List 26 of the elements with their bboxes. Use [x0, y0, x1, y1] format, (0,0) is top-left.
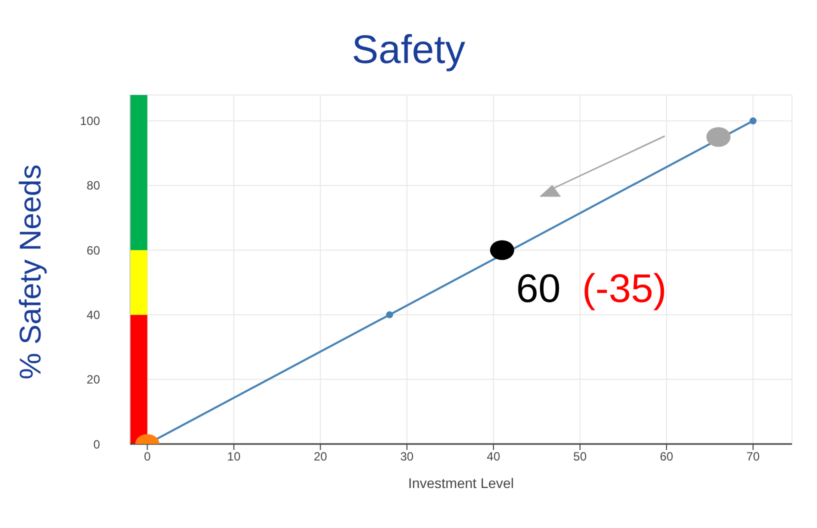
x-tick-label: 70	[746, 450, 760, 464]
point	[386, 311, 394, 318]
point	[706, 127, 731, 147]
x-tick-label: 50	[573, 450, 587, 464]
x-axis-title: Investment Level	[408, 475, 514, 491]
x-tick-label: 10	[227, 450, 241, 464]
chart-title: Safety	[350, 28, 466, 73]
y-tick-label: 20	[86, 372, 100, 387]
y-tick-label: 80	[86, 178, 100, 193]
bar	[130, 314, 148, 444]
y-tick-label: 100	[80, 114, 100, 128]
y-tick-label: 60	[86, 243, 100, 258]
x-tick-label: 60	[660, 450, 674, 464]
x-tick-label: 20	[314, 450, 328, 464]
annotation: 60	[516, 267, 561, 312]
x-tick-label: 0	[144, 450, 151, 464]
x-tick-label: 30	[400, 450, 414, 464]
y-axis-title: % Safety Needs	[14, 164, 48, 380]
annotation: (-35)	[582, 267, 667, 312]
point	[750, 117, 757, 124]
x-tick-label: 40	[486, 450, 500, 464]
bar	[130, 250, 148, 315]
y-tick-label: 40	[86, 308, 100, 322]
bar	[130, 95, 148, 250]
y-tick-label: 0	[93, 437, 100, 452]
point	[490, 240, 514, 260]
